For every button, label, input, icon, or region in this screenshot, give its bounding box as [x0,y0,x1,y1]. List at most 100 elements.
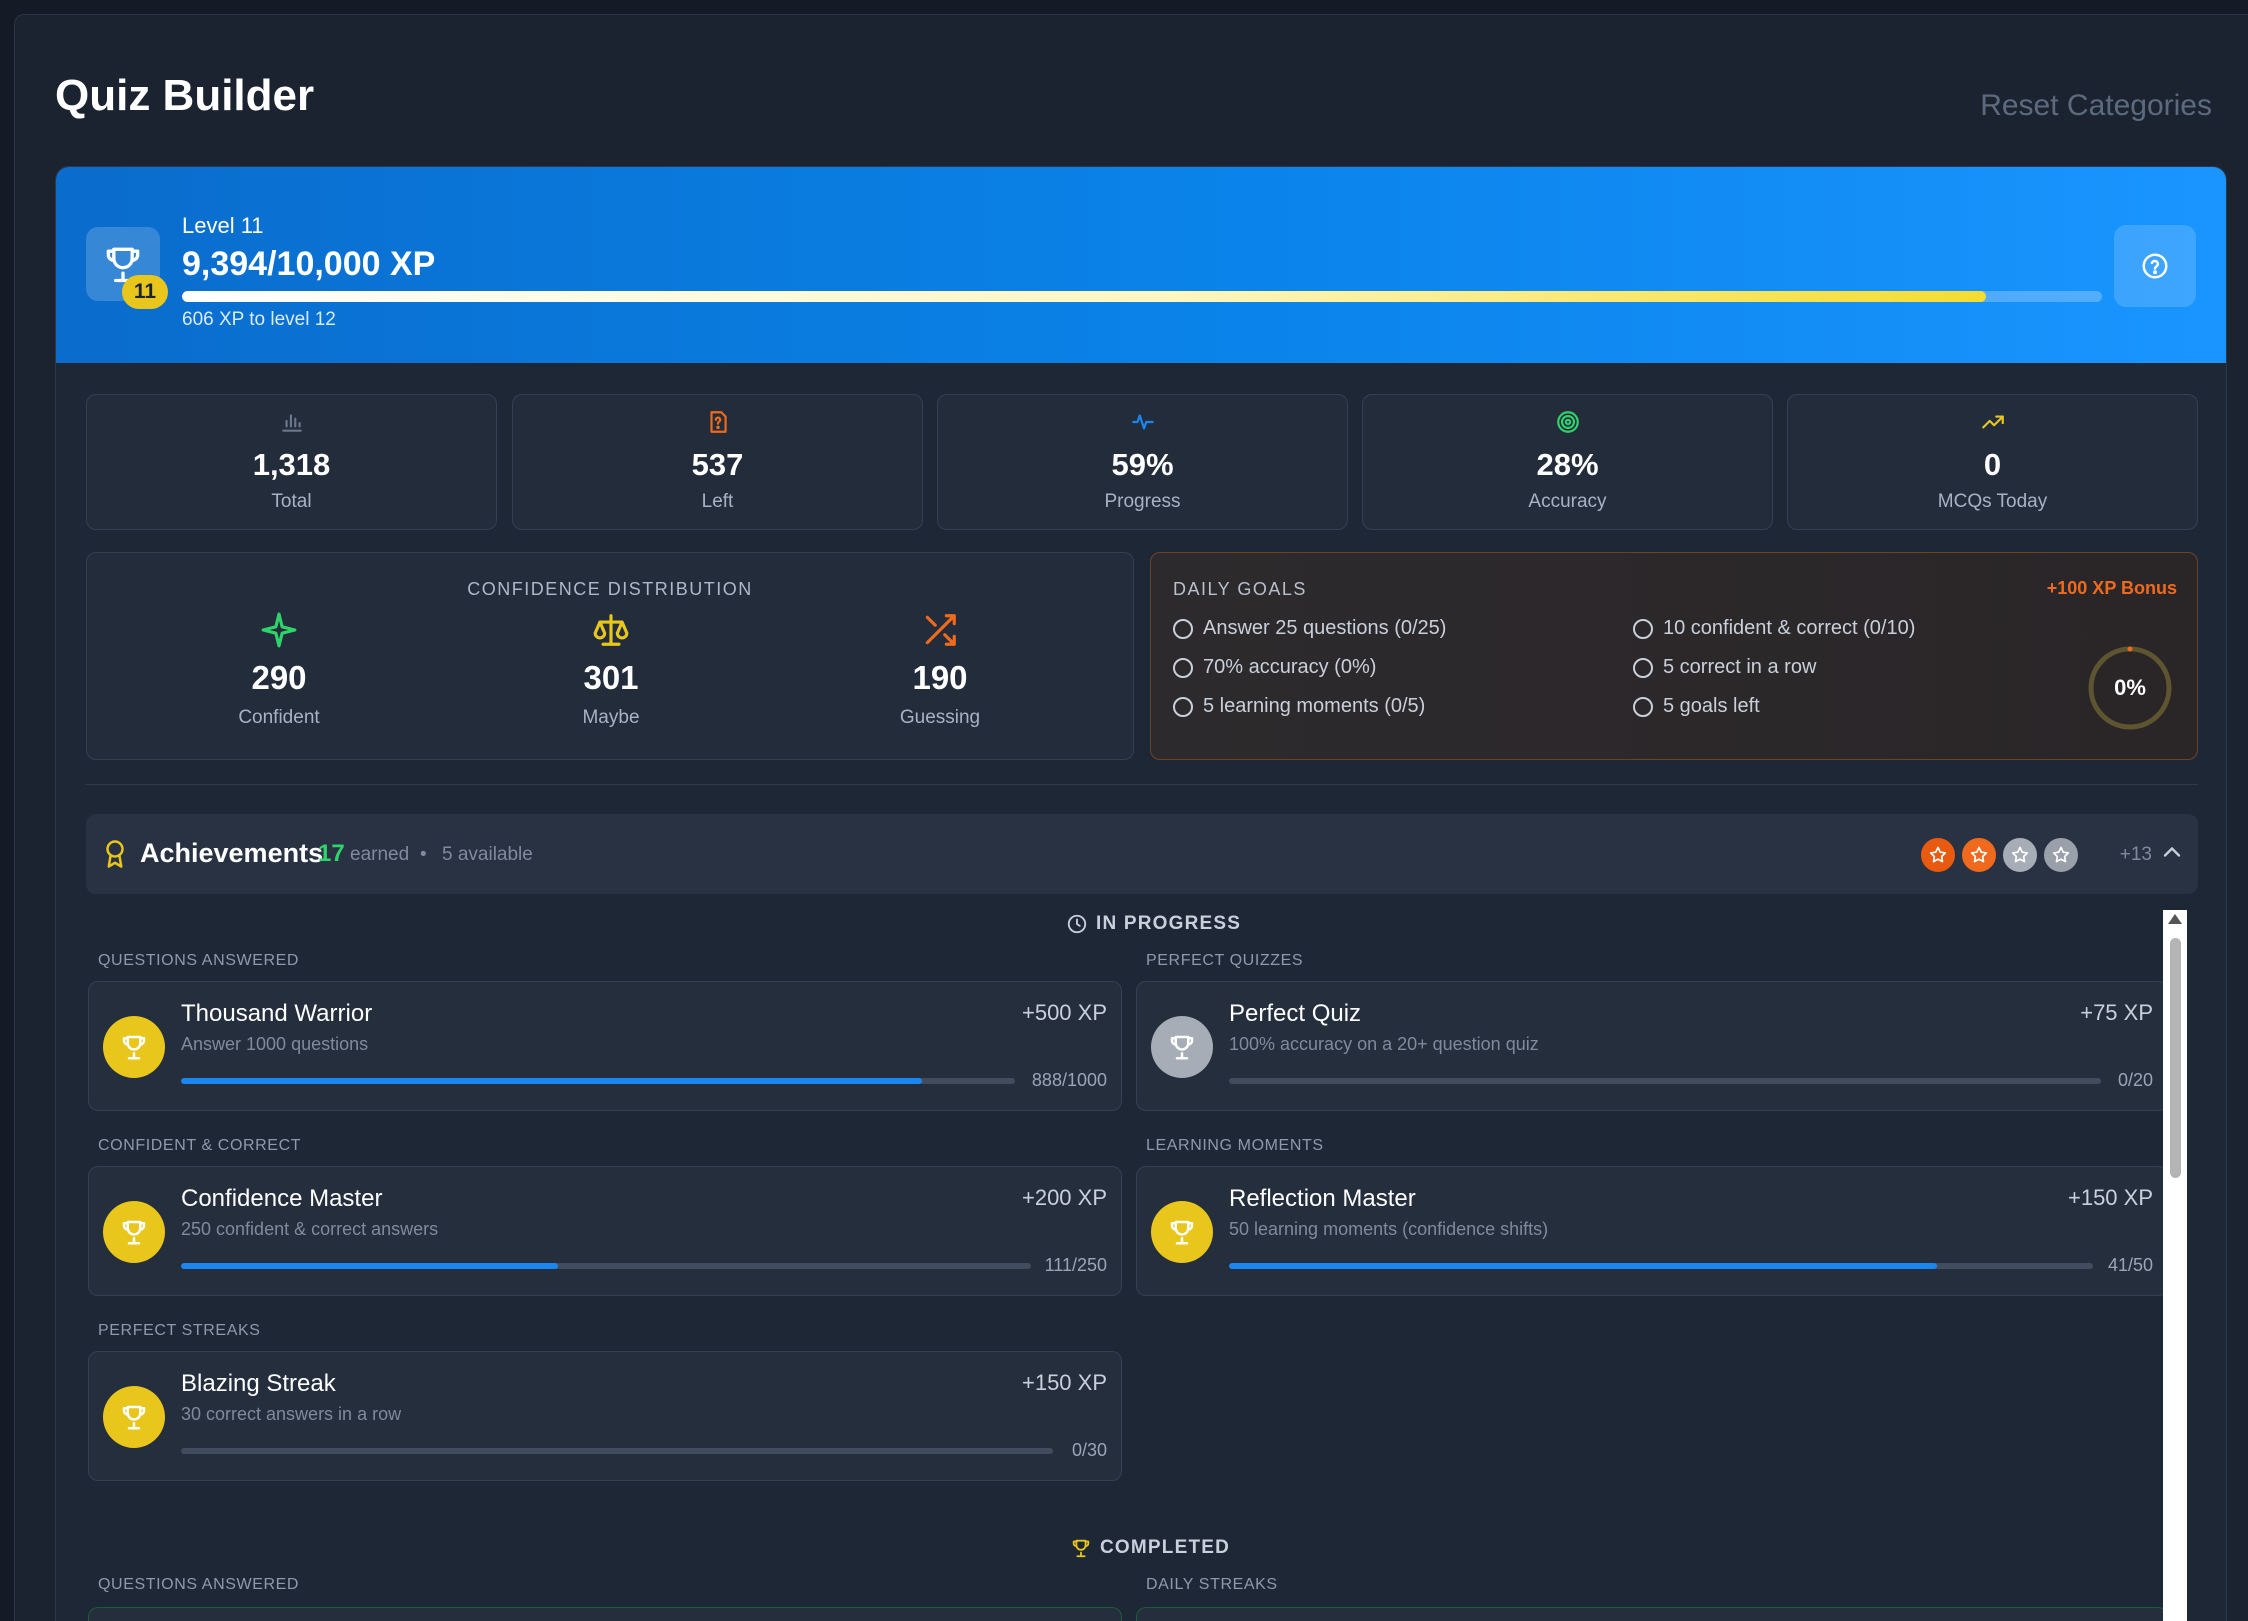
achievement-count: 111/250 [1044,1255,1107,1275]
help-button[interactable] [2114,225,2196,307]
achievements-available: 5 available [442,844,533,865]
star-badge-silver [2042,836,2080,874]
achievement-progress-bar [181,1448,1053,1454]
star-badge-silver [2001,836,2039,874]
completed-card[interactable] [88,1607,1122,1621]
trophy-icon [1072,1539,1090,1558]
chevron-up-icon[interactable] [2158,838,2186,866]
star-badge-orange [1960,836,1998,874]
completed-card[interactable] [1136,1607,2168,1621]
goal-circle-icon [1173,696,1193,717]
achievement-desc: 250 confident & correct answers [181,1219,439,1239]
reset-categories-button[interactable]: Reset Categories [1980,89,2212,122]
achievement-card-thousand-warrior[interactable]: Thousand Warrior Answer 1000 questions +… [88,981,1122,1111]
level-label: Level 11 [182,213,264,238]
confidence-label: Maybe [582,707,640,728]
goal-circle-icon [1173,618,1193,639]
star-badge-orange [1919,836,1957,874]
stat-value: 537 [691,447,744,482]
achievement-name: Confidence Master [181,1185,383,1212]
category-label: PERFECT QUIZZES [1146,952,1304,969]
achievement-count: 0/30 [1071,1440,1107,1460]
daily-goals-progress-ring [2088,646,2172,730]
achievement-desc: 50 learning moments (confidence shifts) [1229,1219,1549,1239]
question-file-icon [709,411,727,433]
help-icon [2142,253,2168,279]
completed-title: COMPLETED [1070,1537,1230,1559]
clock-icon [1067,914,1087,934]
daily-goals-bonus: +100 XP Bonus [2046,578,2177,598]
app-window: Quiz Builder Reset Categories 11 Level 1… [14,14,2248,1621]
confidence-maybe: 301 Maybe [511,611,711,729]
daily-goals-progress-label: 0% [2114,675,2146,700]
achievements-header[interactable]: Achievements 17 earned • 5 available +13 [86,814,2198,894]
achievement-card-reflection-master[interactable]: Reflection Master 50 learning moments (c… [1136,1166,2168,1296]
achievement-card-blazing-streak[interactable]: Blazing Streak 30 correct answers in a r… [88,1351,1122,1481]
achievement-progress-bar [181,1263,1031,1269]
stat-label: Total [271,491,312,512]
category-label: PERFECT STREAKS [98,1322,261,1339]
achievement-card-confidence-master[interactable]: Confidence Master 250 confident & correc… [88,1166,1122,1296]
achievement-name: Perfect Quiz [1229,1000,1362,1027]
stat-label: MCQs Today [1937,491,2048,512]
achievement-xp: +200 XP [1021,1185,1107,1210]
scroll-up-arrow-icon[interactable] [2168,914,2182,924]
level-card: 11 Level 11 9,394/10,000 XP 606 XP to le… [55,166,2227,1621]
trophy-medal-icon [103,1386,165,1448]
achievements-scrollbar[interactable] [2163,910,2187,1621]
category-label: QUESTIONS ANSWERED [98,952,300,969]
confidence-value: 301 [583,659,639,696]
achievement-card-perfect-quiz[interactable]: Perfect Quiz 100% accuracy on a 20+ ques… [1136,981,2168,1111]
sparkle-icon [261,612,297,648]
bar-chart-icon [281,414,302,432]
achievement-progress-bar [1229,1263,2093,1269]
achievement-name: Thousand Warrior [181,1000,373,1027]
achievement-xp: +500 XP [1021,1000,1107,1025]
goal-circle-icon [1633,696,1653,717]
stat-value: 28% [1536,447,1599,482]
confidence-title: CONFIDENCE DISTRIBUTION [467,579,753,599]
goal-circle-icon [1633,618,1653,639]
achievement-xp: +150 XP [1021,1370,1107,1395]
achievement-progress-fill [181,1078,922,1084]
stat-label: Progress [1104,491,1181,512]
stat-label: Left [701,491,734,512]
trophy-medal-icon [1151,1016,1213,1078]
confidence-value: 190 [912,659,968,696]
goal-item: 5 correct in a row [1633,656,1816,679]
achievements-earned-count: 17 [318,840,345,867]
confidence-guessing: 190 Guessing [840,611,1040,729]
goal-item: Answer 25 questions (0/25) [1173,617,1446,640]
scroll-thumb[interactable] [2170,938,2181,1178]
xp-total: 9,394/10,000 XP [182,245,436,283]
xp-progress-fill [182,291,1986,302]
confidence-label: Guessing [899,707,981,728]
goal-circle-icon [1173,657,1193,678]
stat-value: 0 [1983,447,2002,482]
activity-icon [1131,414,1154,430]
trophy-medal-icon [1151,1201,1213,1263]
stat-mcqs-today: 0 MCQs Today [1787,394,2198,530]
achievement-desc: Answer 1000 questions [181,1034,369,1054]
star-icon [1970,846,1988,863]
separator-dot: • [420,844,427,865]
achievement-desc: 30 correct answers in a row [181,1404,402,1424]
category-label: LEARNING MOMENTS [1146,1137,1324,1154]
achievement-name: Reflection Master [1229,1185,1416,1212]
achievement-count: 0/20 [2117,1070,2153,1090]
goal-item: 70% accuracy (0%) [1173,656,1376,679]
achievement-desc: 100% accuracy on a 20+ question quiz [1229,1034,1539,1054]
trophy-medal-icon [103,1016,165,1078]
achievements-title: Achievements [140,838,324,868]
scale-icon [593,614,629,646]
goal-item: 5 goals left [1633,695,1760,718]
daily-goals: DAILY GOALS +100 XP Bonus Answer 25 ques… [1150,552,2198,760]
achievements-earned-label: earned [350,844,410,865]
confidence-label: Confident [238,707,320,728]
star-icon [2011,846,2029,863]
level-banner: 11 Level 11 9,394/10,000 XP 606 XP to le… [56,167,2226,363]
trophy-medal-icon [103,1201,165,1263]
section-divider [86,784,2198,785]
award-icon [106,840,124,868]
confidence-distribution: CONFIDENCE DISTRIBUTION 290 Confident 30… [86,552,1134,760]
